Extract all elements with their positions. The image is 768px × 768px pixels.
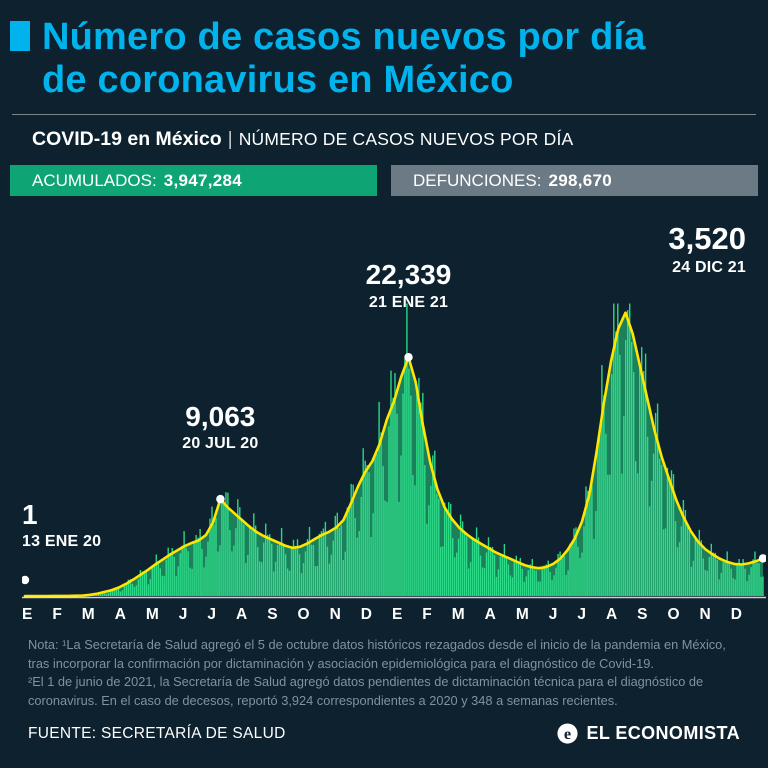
- month-label: J: [548, 606, 558, 624]
- month-label: M: [145, 606, 159, 624]
- divider-line: [12, 114, 756, 116]
- annotation-value: 1: [22, 499, 38, 531]
- header: Número de casos nuevos por día de coronav…: [10, 16, 758, 197]
- month-label: A: [605, 606, 618, 624]
- accumulated-badge: ACUMULADOS: 3,947,284: [10, 165, 377, 197]
- chart-annotation: 1 13 ENE 20: [22, 499, 102, 551]
- month-label: O: [297, 606, 310, 624]
- deaths-value: 298,670: [548, 170, 613, 190]
- month-label: M: [451, 606, 465, 624]
- month-label: O: [667, 606, 680, 624]
- footnote: Nota: ¹La Secretaría de Salud agregó el …: [28, 636, 740, 710]
- month-label: J: [577, 606, 586, 624]
- month-label: D: [360, 606, 372, 624]
- month-label: J: [178, 606, 188, 624]
- footer: FUENTE: SECRETARÍA DE SALUD e EL ECONOMI…: [28, 722, 740, 745]
- daily-cases-chart: 1 13 ENE 20 9,063 20 JUL 20 22,339 21 ENE 21 3…: [22, 202, 766, 602]
- page-title-line1: Número de casos nuevos por día: [42, 16, 646, 58]
- stat-badges: ACUMULADOS: 3,947,284 DEFUNCIONES: 298,670: [10, 165, 758, 197]
- month-label: A: [484, 606, 496, 624]
- title-row: Número de casos nuevos por día de coronav…: [10, 16, 758, 101]
- month-label: M: [515, 606, 529, 624]
- month-label: N: [329, 606, 341, 624]
- month-label: A: [114, 606, 126, 624]
- subtitle-rest: NÚMERO DE CASOS NUEVOS POR DÍA: [238, 129, 574, 150]
- deaths-badge: DEFUNCIONES: 298,670: [391, 165, 758, 197]
- accumulated-value: 3,947,284: [163, 170, 243, 190]
- month-label: A: [236, 606, 248, 624]
- month-label: F: [52, 606, 62, 624]
- month-label: E: [391, 606, 403, 624]
- month-label: N: [699, 606, 711, 624]
- subtitle-separator: |: [227, 128, 233, 151]
- brand-name: EL ECONOMISTA: [586, 723, 740, 744]
- chart-annotation: 3,520 24 DIC 21: [668, 222, 746, 276]
- annotation-date: 21 ENE 21: [368, 293, 449, 311]
- annotation-date: 24 DIC 21: [672, 258, 746, 276]
- svg-text:e: e: [564, 724, 571, 743]
- title-bullet-square: [10, 21, 30, 51]
- chart-annotation: 22,339 21 ENE 21: [333, 260, 483, 311]
- month-label: S: [267, 606, 278, 624]
- footnote-part1: Nota: ¹La Secretaría de Salud agregó el …: [28, 637, 726, 671]
- el-economista-icon: e: [557, 723, 579, 744]
- month-label: S: [637, 606, 648, 624]
- month-label: M: [81, 606, 95, 624]
- source-label: FUENTE: SECRETARÍA DE SALUD: [28, 724, 286, 742]
- page-title-line2: de coronavirus en México: [42, 58, 514, 101]
- month-label: E: [22, 606, 33, 624]
- deaths-label: DEFUNCIONES:: [413, 170, 542, 190]
- month-label: D: [730, 606, 742, 624]
- accumulated-label: ACUMULADOS:: [32, 170, 157, 190]
- brand-logo: e EL ECONOMISTA: [556, 722, 740, 745]
- annotation-value: 22,339: [365, 259, 452, 291]
- subtitle: COVID-19 en México | NÚMERO DE CASOS NUEVO…: [32, 128, 758, 151]
- chart-annotation: 9,063 20 JUL 20: [145, 401, 295, 453]
- footnote-part2: ²El 1 de junio de 2021, la Secretaría de…: [28, 674, 704, 708]
- annotation-date: 20 JUL 20: [182, 435, 259, 453]
- month-label: F: [422, 606, 432, 624]
- annotation-value: 9,063: [185, 401, 256, 433]
- page-title: Número de casos nuevos por día de coronav…: [42, 16, 646, 101]
- subtitle-bold: COVID-19 en México: [32, 128, 222, 151]
- annotation-value: 3,520: [668, 221, 746, 257]
- chart-canvas: [22, 303, 766, 599]
- month-label: J: [207, 606, 217, 624]
- annotation-date: 13 ENE 20: [22, 533, 102, 551]
